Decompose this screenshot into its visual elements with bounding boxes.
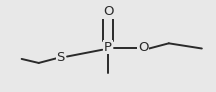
Text: O: O xyxy=(138,41,148,54)
Text: S: S xyxy=(56,51,65,64)
Text: O: O xyxy=(103,5,113,18)
Text: P: P xyxy=(104,41,112,54)
